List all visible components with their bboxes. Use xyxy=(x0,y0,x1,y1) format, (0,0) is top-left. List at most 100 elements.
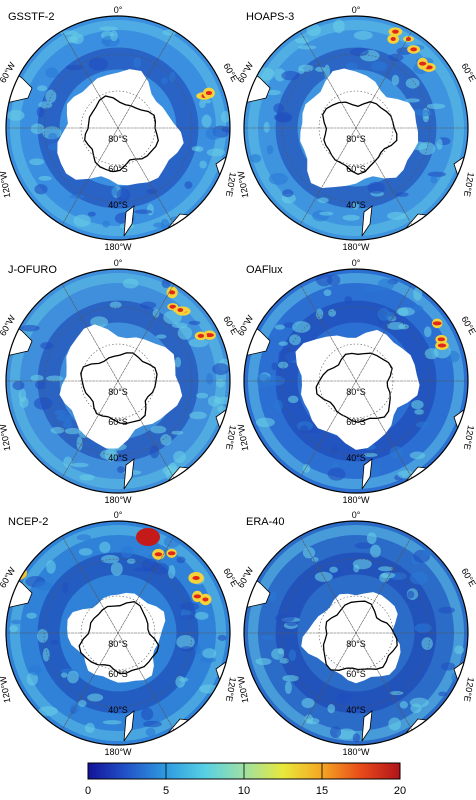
flux-patch xyxy=(336,728,357,740)
flux-patch xyxy=(405,98,420,103)
flux-patch xyxy=(353,564,360,573)
flux-patch xyxy=(337,693,356,699)
flux-patch xyxy=(301,697,315,709)
flux-patch xyxy=(302,547,316,559)
flux-patch xyxy=(196,392,209,399)
flux-patch xyxy=(388,717,402,731)
flux-patch xyxy=(265,89,281,96)
flux-patch xyxy=(171,430,184,435)
sea-ice-region xyxy=(57,69,184,186)
flux-patch xyxy=(101,554,120,564)
flux-patch xyxy=(362,285,381,293)
flux-patch xyxy=(37,85,48,92)
meridian-line xyxy=(61,535,175,731)
flux-patch xyxy=(59,30,78,35)
map-axis-label: 60°S xyxy=(108,669,128,679)
colorbar-tick-label: 5 xyxy=(163,785,169,797)
flux-patch xyxy=(306,23,322,37)
flux-patch xyxy=(323,289,332,297)
colorbar-tick-label: 20 xyxy=(394,785,406,797)
latitude-circle xyxy=(80,595,156,671)
map-axis-label: 0° xyxy=(114,5,123,15)
meridian-line xyxy=(299,535,413,731)
flux-patch xyxy=(438,606,455,614)
flux-patch xyxy=(9,625,18,633)
flux-patch xyxy=(26,612,37,619)
map-axis-label: 40°S xyxy=(346,453,366,463)
flux-patch xyxy=(249,154,262,163)
flux-patch xyxy=(12,380,25,391)
latitude-circle xyxy=(80,343,156,419)
flux-patch xyxy=(386,211,407,220)
flux-hotspot-core xyxy=(392,29,399,34)
map-axis-label: 180°W xyxy=(104,747,132,757)
flux-patch xyxy=(167,565,176,579)
flux-patch xyxy=(176,634,195,649)
flux-patch xyxy=(430,175,438,184)
flux-hotspot-core xyxy=(432,321,442,326)
map-axis-label: 80°S xyxy=(108,639,128,649)
map-axis-label: 60°W xyxy=(236,565,256,590)
flux-patch xyxy=(302,464,311,473)
flux-patch xyxy=(286,621,298,627)
flux-patch xyxy=(61,672,68,678)
meridian-line xyxy=(61,30,175,226)
panel-title: HOAPS-3 xyxy=(246,11,294,23)
antarctica-coastline xyxy=(80,352,158,424)
flux-patch xyxy=(152,309,160,318)
flux-patch xyxy=(297,68,305,74)
map-axis-label: 60°E xyxy=(459,62,476,84)
flux-patch xyxy=(99,449,117,460)
meridian-line xyxy=(299,30,413,226)
map-axis-label: 60°S xyxy=(346,669,366,679)
map-axis-label: 60°S xyxy=(346,417,366,427)
flux-patch xyxy=(88,57,109,71)
flux-patch xyxy=(78,700,87,707)
flux-patch xyxy=(34,581,53,591)
flux-patch xyxy=(116,188,131,202)
flux-patch xyxy=(284,681,292,694)
flux-hotspot-core xyxy=(177,307,184,312)
map-axis-label: 60°W xyxy=(0,60,18,85)
flux-patch xyxy=(344,296,353,304)
flux-patch xyxy=(277,361,289,369)
flux-patch xyxy=(282,674,299,682)
meridian-line xyxy=(61,30,175,226)
flux-patch xyxy=(199,160,207,169)
flux-patch xyxy=(438,691,448,697)
flux-patch xyxy=(126,558,136,564)
flux-patch xyxy=(212,363,230,375)
map-axis-label: 120°W xyxy=(236,423,251,452)
flux-patch xyxy=(48,132,58,140)
flux-patch xyxy=(440,662,456,671)
flux-hotspot-core xyxy=(437,337,445,342)
flux-patch xyxy=(87,693,104,702)
map-axis-label: 0° xyxy=(352,258,361,268)
flux-patch xyxy=(63,420,73,429)
flux-patch xyxy=(256,67,275,81)
new-zealand-land xyxy=(123,458,135,490)
meridian-line xyxy=(299,283,413,479)
flux-patch xyxy=(327,704,336,714)
flux-hotspot-core xyxy=(390,37,396,42)
flux-patch xyxy=(342,214,360,221)
flux-patch xyxy=(175,675,186,688)
flux-patch xyxy=(256,373,271,388)
flux-patch xyxy=(330,444,338,455)
map-axis-label: 120°W xyxy=(236,170,251,199)
flux-patch xyxy=(217,634,227,641)
flux-patch xyxy=(171,322,188,329)
map-panel: OAFlux 0° 180°W 60°W 120°W 60°E 120°E 80°S 60°S 4… xyxy=(236,258,476,505)
flux-patch xyxy=(46,560,56,574)
flux-patch xyxy=(329,726,342,738)
flux-patch xyxy=(40,342,54,350)
flux-patch xyxy=(177,326,193,340)
flux-patch xyxy=(274,324,285,330)
colorbar-tick-label: 0 xyxy=(85,785,91,797)
flux-patch xyxy=(351,202,360,210)
latitude-circle xyxy=(80,90,156,166)
flux-patch xyxy=(273,399,283,412)
flux-patch xyxy=(278,348,298,362)
flux-patch xyxy=(427,171,446,177)
